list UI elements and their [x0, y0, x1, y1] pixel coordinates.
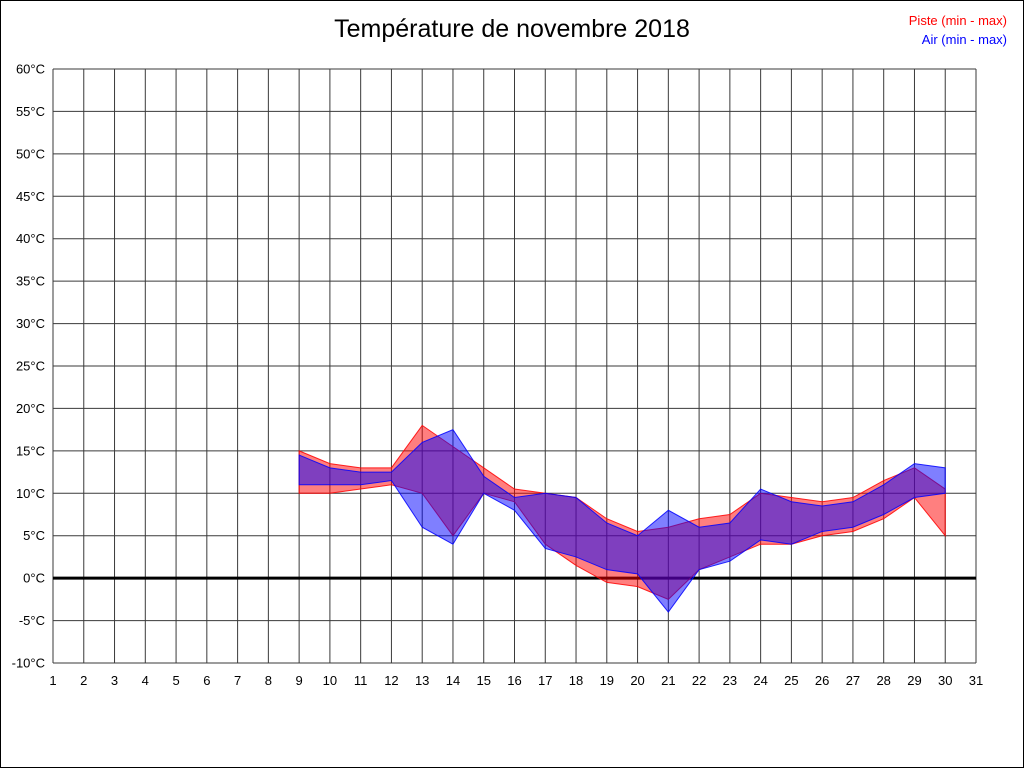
x-tick-label: 20 — [630, 673, 644, 688]
x-tick-label: 13 — [415, 673, 429, 688]
legend-piste-label: Piste (min - max) — [908, 13, 1007, 28]
x-tick-label: 6 — [203, 673, 210, 688]
y-tick-label: 60°C — [16, 62, 45, 77]
y-tick-label: 50°C — [16, 146, 45, 161]
y-tick-label: 45°C — [16, 189, 45, 204]
y-tick-label: 25°C — [16, 359, 45, 374]
x-tick-label: 10 — [323, 673, 337, 688]
x-tick-label: 5 — [172, 673, 179, 688]
x-tick-label: 9 — [296, 673, 303, 688]
y-tick-label: -5°C — [19, 613, 45, 628]
page-title: Température de novembre 2018 — [334, 15, 690, 43]
y-tick-label: 0°C — [23, 571, 45, 586]
y-tick-label: 35°C — [16, 274, 45, 289]
x-tick-label: 11 — [354, 673, 368, 688]
y-tick-label: 55°C — [16, 104, 45, 119]
legend-air-label: Air (min - max) — [921, 32, 1007, 47]
y-tick-label: -10°C — [12, 656, 45, 671]
x-tick-label: 21 — [661, 673, 675, 688]
x-tick-label: 19 — [600, 673, 614, 688]
x-tick-label: 12 — [384, 673, 398, 688]
x-tick-label: 22 — [692, 673, 706, 688]
x-tick-label: 3 — [111, 673, 118, 688]
x-tick-label: 17 — [538, 673, 552, 688]
legend: Piste (min - max) Air (min - max) — [909, 11, 1007, 49]
x-tick-label: 7 — [234, 673, 241, 688]
x-tick-label: 15 — [476, 673, 490, 688]
x-tick-label: 30 — [938, 673, 952, 688]
x-tick-label: 16 — [507, 673, 521, 688]
y-tick-label: 15°C — [16, 443, 45, 458]
y-tick-label: 20°C — [16, 401, 45, 416]
x-tick-label: 23 — [723, 673, 737, 688]
x-tick-label: 4 — [142, 673, 149, 688]
y-tick-label: 30°C — [16, 316, 45, 331]
x-tick-label: 2 — [80, 673, 87, 688]
x-tick-label: 1 — [49, 673, 56, 688]
x-tick-label: 25 — [784, 673, 798, 688]
band-air — [298, 429, 946, 613]
x-tick-label: 29 — [907, 673, 921, 688]
y-tick-label: 40°C — [16, 231, 45, 246]
x-tick-label: 31 — [969, 673, 983, 688]
y-tick-label: 5°C — [23, 528, 45, 543]
x-tick-label: 18 — [569, 673, 583, 688]
x-tick-label: 8 — [265, 673, 272, 688]
x-tick-label: 24 — [753, 673, 767, 688]
y-tick-label: 10°C — [16, 486, 45, 501]
x-tick-label: 14 — [446, 673, 460, 688]
x-tick-label: 26 — [815, 673, 829, 688]
x-tick-label: 27 — [846, 673, 860, 688]
x-tick-label: 28 — [876, 673, 890, 688]
